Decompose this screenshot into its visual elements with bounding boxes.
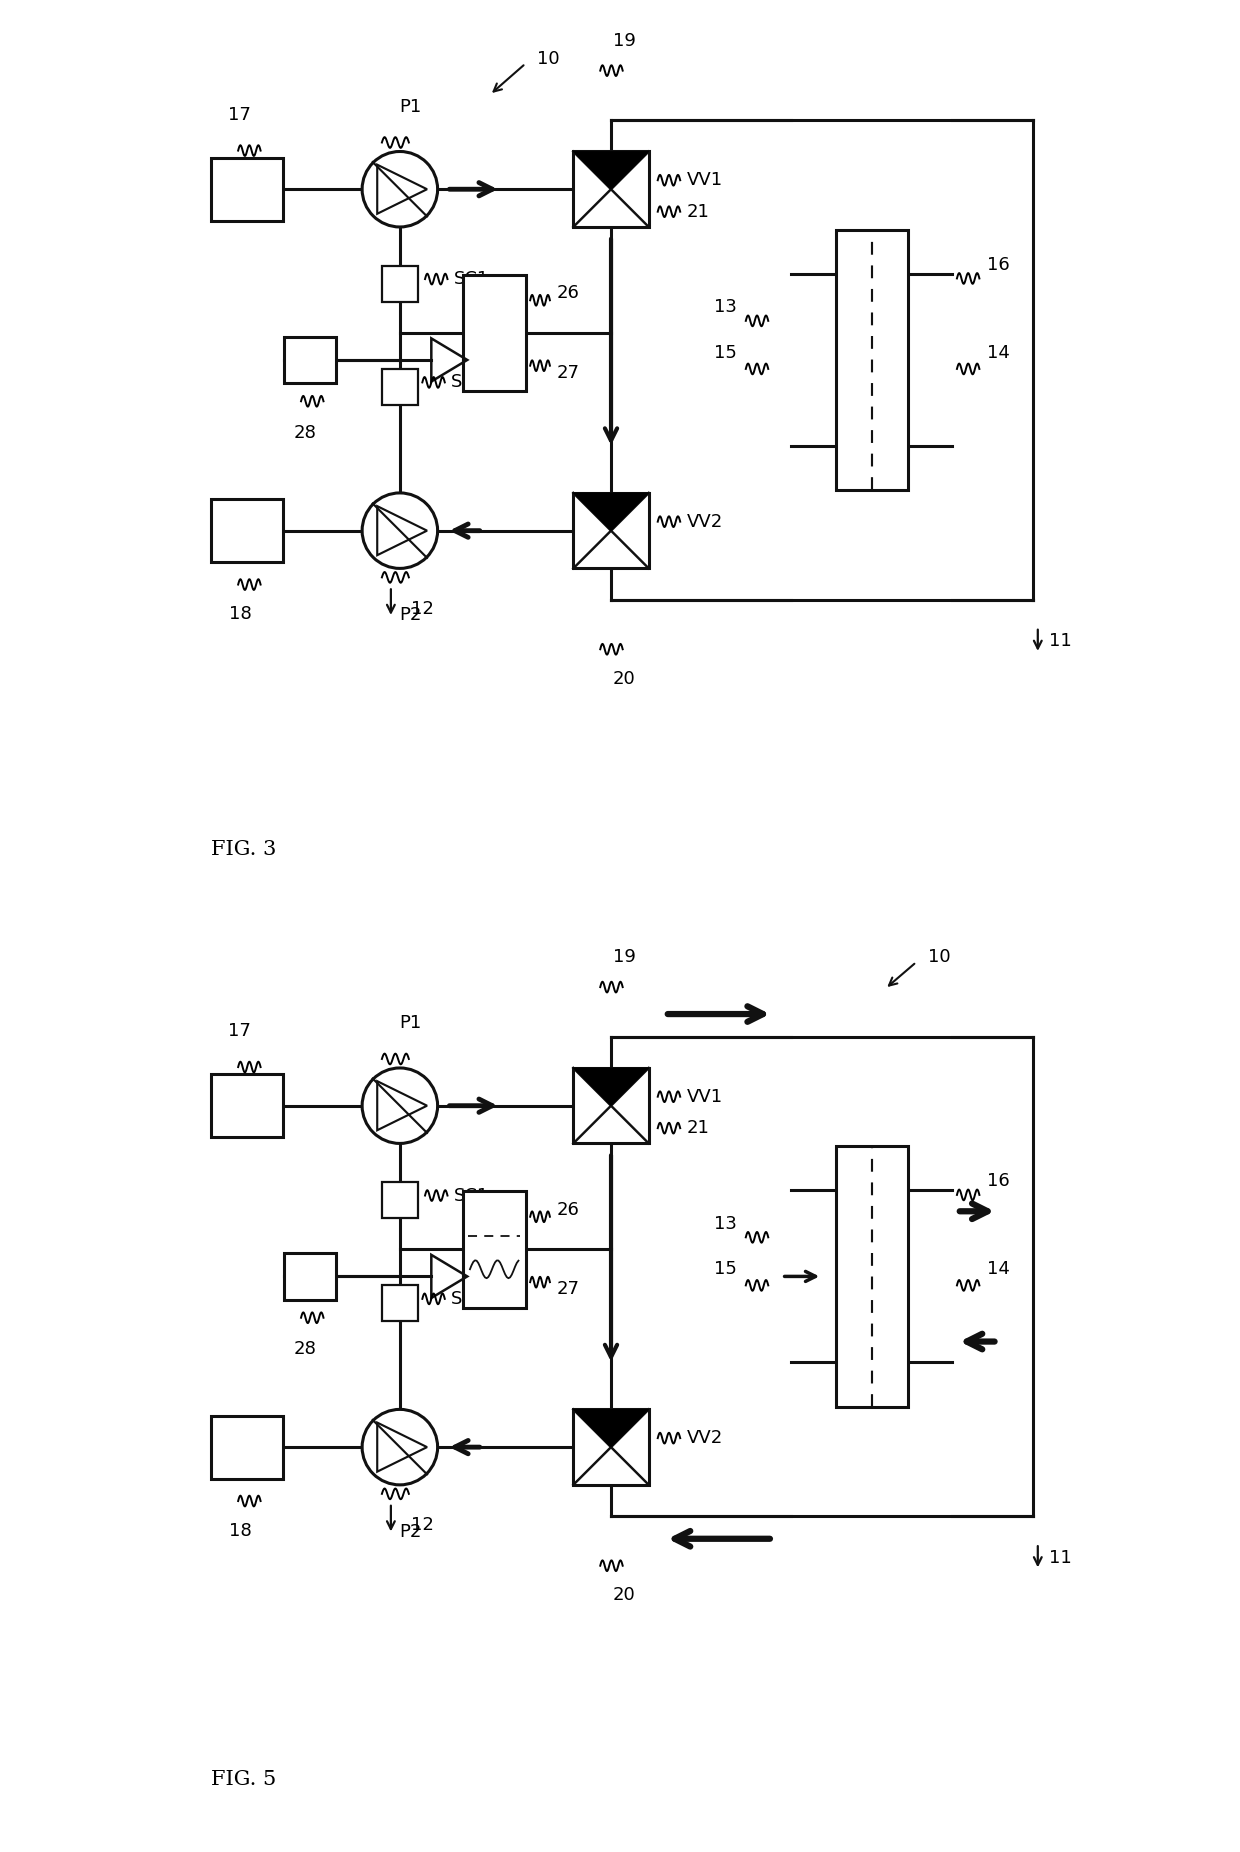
Text: 14: 14 [987,344,1009,361]
Text: L: L [508,1220,520,1239]
Text: 16: 16 [987,256,1009,274]
Text: 18: 18 [228,606,252,624]
Polygon shape [573,493,649,532]
Text: 20: 20 [613,670,636,687]
Bar [573,152,649,228]
Bar [211,500,283,563]
Bar [573,493,649,569]
Text: 20: 20 [613,1587,636,1604]
Text: 17: 17 [228,106,252,124]
Text: FIG. 5: FIG. 5 [211,1771,277,1789]
Bar [382,265,418,302]
Text: 15: 15 [714,1259,737,1278]
Text: 10: 10 [929,948,951,967]
Text: VV1: VV1 [687,170,723,189]
Bar [573,1409,649,1485]
Polygon shape [573,1069,649,1106]
Text: 10: 10 [537,50,560,69]
Circle shape [362,152,438,228]
Text: 11: 11 [1049,1548,1073,1567]
Bar [573,1069,649,1143]
Text: 17: 17 [228,1022,252,1041]
Text: P1: P1 [399,98,422,115]
Text: SC1: SC1 [454,1187,489,1204]
Bar [382,1182,418,1219]
Text: 19: 19 [613,948,636,967]
Text: 18: 18 [228,1522,252,1539]
Text: P1: P1 [399,1015,422,1032]
Bar [463,1191,526,1308]
Circle shape [362,1069,438,1143]
Bar [211,157,283,220]
Text: 21: 21 [687,1119,709,1137]
Text: 16: 16 [987,1172,1009,1191]
Text: 13: 13 [714,1215,737,1233]
Bar [463,274,526,391]
Text: 26: 26 [557,1200,580,1219]
Circle shape [362,493,438,569]
Text: SC2: SC2 [451,374,486,391]
Circle shape [362,1409,438,1485]
Polygon shape [573,1409,649,1446]
Bar [382,1285,418,1320]
Text: 27: 27 [557,1280,580,1298]
Text: 12: 12 [410,1517,434,1533]
Text: VV1: VV1 [687,1087,723,1106]
Text: SC1: SC1 [454,270,489,289]
Text: FIG. 3: FIG. 3 [211,841,277,859]
Bar [836,1146,908,1408]
Text: P2: P2 [399,1522,422,1541]
Text: 14: 14 [987,1259,1009,1278]
Text: 28: 28 [294,1341,317,1358]
Text: 27: 27 [557,363,580,382]
Text: 26: 26 [557,283,580,302]
Text: 13: 13 [714,298,737,317]
Text: VV2: VV2 [687,513,723,532]
Bar [836,230,908,491]
Bar [211,1415,283,1478]
Text: 12: 12 [410,600,434,619]
Polygon shape [573,152,649,189]
Text: 19: 19 [613,31,636,50]
Bar [284,1254,336,1300]
Text: 11: 11 [1049,632,1073,650]
Bar [211,1074,283,1137]
Text: 21: 21 [687,202,709,220]
Bar [382,369,418,406]
Text: 15: 15 [714,344,737,361]
Text: VV2: VV2 [687,1430,723,1446]
Text: P2: P2 [399,606,422,624]
Text: 28: 28 [294,424,317,443]
Bar [284,337,336,383]
Text: SC2: SC2 [451,1289,486,1308]
